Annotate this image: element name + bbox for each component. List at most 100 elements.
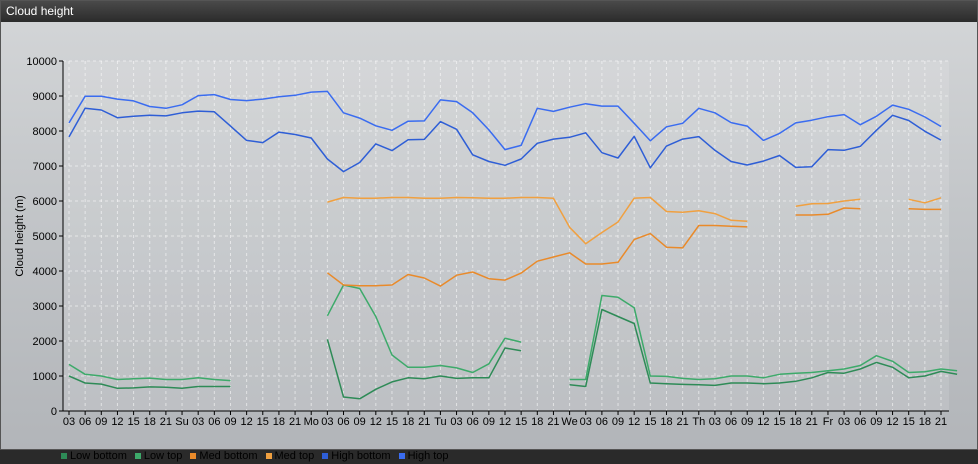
chart-legend: Low bottom Low top Med bottom Med top High b…: [61, 448, 449, 464]
x-tick-label: 12: [241, 416, 253, 428]
y-tick-label: 2000: [33, 336, 57, 348]
legend-label: Low bottom: [70, 450, 127, 462]
x-tick-label: 12: [111, 416, 123, 428]
x-tick-label: Fr: [823, 416, 834, 428]
x-tick-label: 12: [886, 416, 898, 428]
x-tick-label: 06: [467, 416, 479, 428]
x-tick-label: 15: [386, 416, 398, 428]
x-tick-label: 03: [321, 416, 333, 428]
series-line-low-top: [68, 363, 231, 382]
legend-swatch: [61, 453, 67, 459]
x-tick-label: 03: [580, 416, 592, 428]
x-tick-label: 06: [854, 416, 866, 428]
x-tick-label: 06: [596, 416, 608, 428]
x-tick-label: 18: [790, 416, 802, 428]
x-tick-label: 15: [644, 416, 656, 428]
x-tick-label: 18: [660, 416, 672, 428]
legend-item: Low top: [134, 448, 182, 464]
legend-item: Med bottom: [190, 448, 258, 464]
x-tick-label: 12: [757, 416, 769, 428]
series-line-med-bottom: [795, 207, 861, 216]
legend-swatch: [398, 453, 405, 459]
legend-swatch: [190, 453, 197, 459]
chart-area: 0 1000 2000 3000 4000 5000 6000 7000 8000 9000 100…: [1, 23, 977, 462]
series-line-low-top: [569, 294, 958, 381]
legend-item: High bottom: [322, 448, 391, 464]
legend-item: Med top: [265, 448, 315, 464]
x-tick-label: 06: [79, 416, 91, 428]
x-tick-label: 03: [709, 416, 721, 428]
x-tick-label: 09: [612, 416, 624, 428]
x-tick-label: Mo: [304, 416, 319, 428]
series-line-med-bottom: [326, 224, 748, 287]
y-tick-label: 9000: [33, 91, 57, 103]
x-tick-label: 09: [224, 416, 236, 428]
y-tick-label: 4000: [33, 266, 57, 278]
x-tick-label: 09: [354, 416, 366, 428]
x-tick-label: 18: [531, 416, 543, 428]
x-tick-label: 09: [95, 416, 107, 428]
y-tick-label: 10000: [26, 56, 57, 68]
x-tick-label: 15: [127, 416, 139, 428]
series-line-high-top: [68, 90, 942, 151]
legend-label: Med top: [274, 450, 315, 462]
series-line-low-bottom: [569, 308, 958, 388]
x-tick-label: 21: [935, 416, 947, 428]
x-tick-label: 09: [870, 416, 882, 428]
x-tick-label: 12: [370, 416, 382, 428]
x-tick-label: 18: [919, 416, 931, 428]
series-line-med-top: [327, 196, 748, 245]
x-tick-label: 12: [628, 416, 640, 428]
y-tick-label: 5000: [33, 231, 57, 243]
series-line-high-bottom: [68, 107, 942, 173]
x-tick-label: 03: [838, 416, 850, 428]
x-tick-label: 06: [337, 416, 349, 428]
legend-swatch: [265, 453, 272, 459]
x-tick-label: Th: [692, 416, 705, 428]
x-tick-label: 21: [160, 416, 172, 428]
x-tick-label: 03: [450, 416, 462, 428]
legend-label: High top: [407, 450, 449, 462]
x-tick-label: Su: [175, 416, 188, 428]
series-line-low-top: [326, 284, 522, 374]
y-tick-label: 8000: [33, 126, 57, 138]
legend-label: High bottom: [331, 450, 391, 462]
x-tick-label: 15: [903, 416, 915, 428]
x-tick-label: We: [561, 416, 577, 428]
x-tick-label: 15: [515, 416, 527, 428]
x-tick-label: 21: [677, 416, 689, 428]
x-tick-label: 18: [273, 416, 285, 428]
legend-label: Med bottom: [199, 450, 258, 462]
x-tick-label: 15: [257, 416, 269, 428]
x-tick-label: 09: [741, 416, 753, 428]
series-line-low-bottom: [326, 339, 522, 400]
series-line-med-top: [795, 198, 861, 208]
window-title: Cloud height: [1, 1, 977, 22]
x-tick-label: 03: [63, 416, 75, 428]
x-tick-label: 18: [144, 416, 156, 428]
x-tick-label: 15: [773, 416, 785, 428]
y-axis-label: Cloud height (m): [14, 195, 26, 276]
x-tick-label: 06: [208, 416, 220, 428]
series-line-med-bottom: [908, 207, 941, 211]
y-tick-label: 7000: [33, 161, 57, 173]
y-tick-label: 0: [51, 406, 57, 418]
legend-swatch: [322, 453, 329, 459]
legend-item: High top: [398, 448, 449, 464]
x-tick-label: 06: [725, 416, 737, 428]
x-tick-label: 21: [806, 416, 818, 428]
y-tick-label: 3000: [33, 301, 57, 313]
x-tick-label: 21: [289, 416, 301, 428]
legend-item: Low bottom: [61, 448, 127, 464]
x-tick-label: 21: [547, 416, 559, 428]
series-line-low-bottom: [68, 375, 231, 390]
legend-swatch: [134, 453, 141, 459]
x-tick-label: 18: [402, 416, 414, 428]
x-tick-label: 21: [418, 416, 430, 428]
y-tick-label: 6000: [33, 196, 57, 208]
x-tick-label: 09: [483, 416, 495, 428]
y-tick-label: 1000: [33, 371, 57, 383]
series-line-med-top: [908, 197, 942, 204]
x-tick-label: 03: [192, 416, 204, 428]
